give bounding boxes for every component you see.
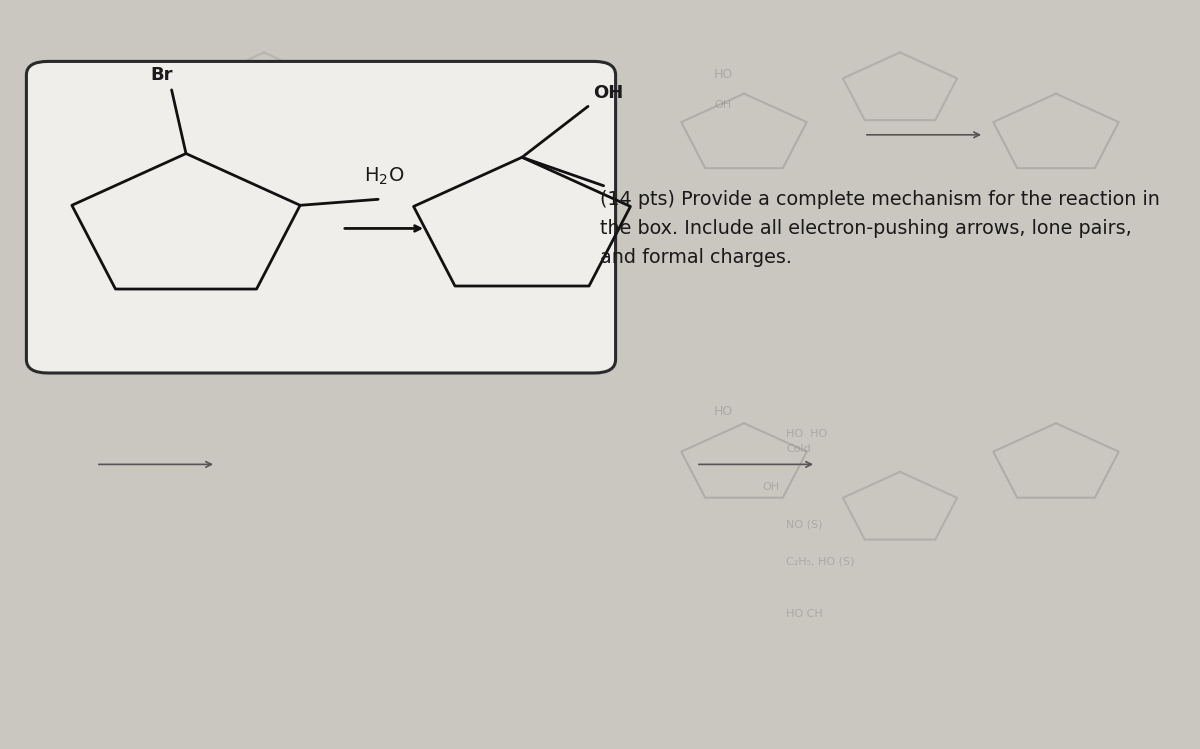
- Text: OH: OH: [714, 100, 731, 110]
- Text: H$_2$O: H$_2$O: [364, 166, 404, 187]
- Text: (14 pts) Provide a complete mechanism for the reaction in
the box. Include all e: (14 pts) Provide a complete mechanism fo…: [600, 190, 1160, 267]
- Text: Br: Br: [151, 66, 173, 84]
- Text: NO (S): NO (S): [786, 519, 822, 530]
- Text: HO: HO: [714, 405, 733, 419]
- FancyBboxPatch shape: [26, 61, 616, 373]
- Text: HO: HO: [714, 68, 733, 82]
- Text: HO CH: HO CH: [786, 609, 823, 619]
- Text: OH: OH: [762, 482, 779, 492]
- Text: Cold: Cold: [786, 444, 811, 455]
- Text: OH: OH: [593, 84, 623, 102]
- Text: HO  HO: HO HO: [786, 429, 827, 440]
- Text: C₂H₅, HO (S): C₂H₅, HO (S): [786, 557, 854, 567]
